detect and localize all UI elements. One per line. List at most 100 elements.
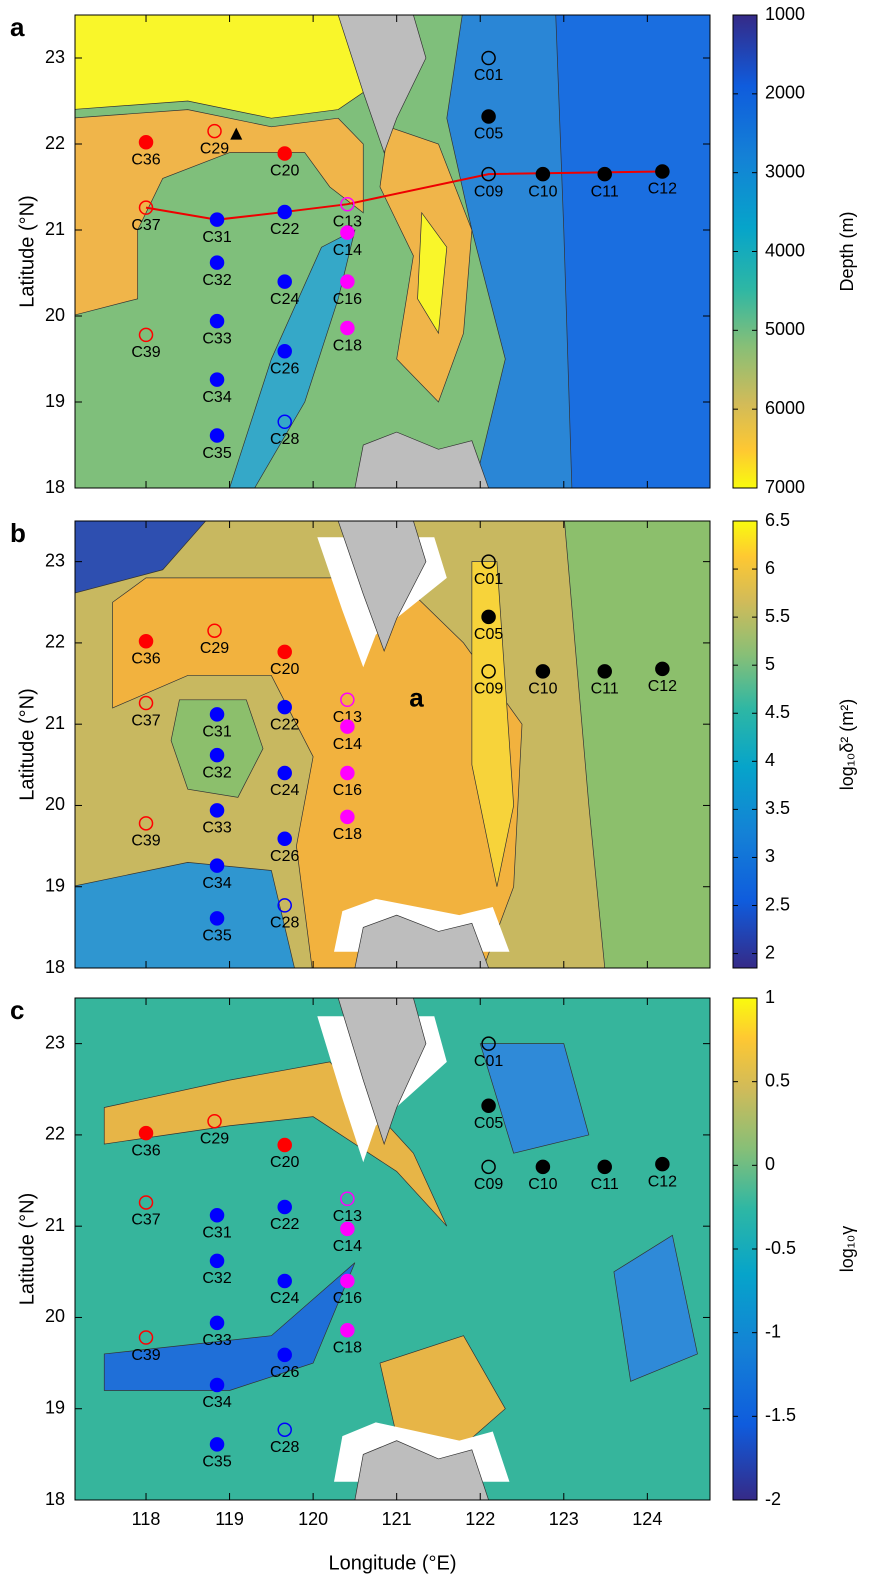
station-marker — [138, 634, 154, 649]
colorbar-tick-label: 1000 — [765, 4, 805, 24]
station-label: C18 — [333, 337, 362, 354]
station-label: C37 — [131, 1212, 160, 1229]
contour-region — [75, 861, 295, 968]
station-marker — [277, 204, 292, 220]
colorbar-tick-label: 4000 — [765, 240, 805, 260]
station-label: C11 — [591, 1176, 619, 1193]
station-label: C14 — [333, 1238, 362, 1255]
station-label: C01 — [474, 67, 503, 84]
x-axis-label: Longitude (°E) — [328, 1552, 456, 1574]
station-label: C26 — [270, 1364, 299, 1381]
station-label: C37 — [131, 712, 160, 729]
panel-label: c — [10, 995, 24, 1025]
station-label: C11 — [591, 681, 619, 698]
contour-region — [75, 521, 207, 594]
colorbar-tick-label: 2.5 — [765, 894, 790, 914]
station-marker — [209, 707, 225, 722]
colorbar-tick-label: -1.5 — [765, 1405, 796, 1425]
station-marker — [209, 1315, 225, 1331]
axes-frame — [74, 520, 711, 969]
contour-region — [337, 521, 427, 653]
contour-region — [75, 15, 364, 119]
y-tick-label: 20 — [45, 794, 65, 814]
colorbar-tick-label: 6000 — [765, 398, 805, 418]
station-marker — [277, 274, 292, 289]
station-marker — [138, 1125, 154, 1141]
contour-region — [613, 1234, 698, 1382]
contour-region — [337, 15, 427, 154]
station-marker — [481, 1159, 496, 1175]
station-label: C14 — [333, 736, 362, 753]
colorbar-tick-label: -0.5 — [765, 1238, 796, 1258]
station-marker — [138, 200, 154, 215]
station-label: C18 — [333, 1339, 362, 1356]
station-label: C31 — [202, 1224, 231, 1241]
station-marker — [138, 1330, 154, 1345]
station-label: C01 — [474, 1053, 503, 1070]
station-label: C09 — [474, 681, 503, 698]
station-marker — [277, 644, 292, 660]
station-label: C36 — [131, 651, 160, 668]
colorbar-tick-label: 7000 — [765, 477, 805, 497]
colorbar-tick-label: 3 — [765, 846, 775, 866]
contour-region — [471, 561, 515, 887]
station-label: C13 — [333, 1208, 362, 1225]
station-label: C20 — [270, 163, 299, 180]
station-marker — [340, 1221, 355, 1237]
station-marker — [655, 164, 670, 179]
station-label: C39 — [131, 344, 160, 361]
station-label: C24 — [270, 291, 299, 308]
station-label: C11 — [591, 183, 619, 200]
station-label: C10 — [528, 183, 557, 200]
x-tick-label: 123 — [549, 1509, 579, 1529]
colorbar-tick-label: -2 — [765, 1489, 781, 1509]
station-marker — [209, 1377, 225, 1393]
station-marker — [138, 816, 154, 831]
station-marker — [340, 1191, 355, 1207]
map-area — [75, 998, 710, 1500]
station-marker — [277, 1422, 292, 1437]
y-tick-label: 21 — [45, 713, 65, 733]
station-label: C37 — [131, 217, 160, 234]
y-tick-label: 19 — [45, 391, 65, 411]
station-marker — [340, 225, 355, 240]
station-marker — [340, 196, 355, 212]
station-marker — [340, 765, 355, 781]
station-marker — [481, 554, 496, 569]
station-label: C16 — [333, 1290, 362, 1307]
station-label: C35 — [202, 928, 231, 945]
station-label: C36 — [131, 151, 160, 168]
station-marker — [340, 274, 355, 289]
colorbar-label: log₁₀δ² (m²) — [837, 699, 857, 791]
y-axis-label: Latitude (°N) — [16, 1193, 38, 1306]
y-tick-label: 18 — [45, 477, 65, 497]
contour-region — [564, 521, 710, 968]
station-label: C32 — [202, 272, 231, 289]
station-marker — [481, 50, 496, 66]
x-tick-label: 118 — [132, 1509, 161, 1529]
station-marker — [209, 803, 225, 818]
station-label: C22 — [270, 716, 299, 733]
colorbar-tick-label: 1 — [765, 987, 775, 1007]
station-label: C39 — [131, 1347, 160, 1364]
station-marker — [655, 661, 670, 677]
colorbar-tick-label: 0.5 — [765, 1070, 790, 1090]
colorbar-tick-label: 2000 — [765, 83, 805, 103]
station-marker — [207, 1113, 222, 1129]
colorbar-tick-label: 3.5 — [765, 798, 790, 818]
station-marker — [340, 1322, 355, 1338]
station-label: C31 — [202, 229, 231, 246]
contour-region — [337, 998, 427, 1146]
station-label: C39 — [131, 833, 160, 850]
colorbar-tick-label: 5 — [765, 654, 775, 674]
y-tick-label: 23 — [45, 47, 65, 67]
station-label: C28 — [270, 915, 299, 932]
contour-region — [417, 211, 448, 335]
y-tick-label: 23 — [45, 1032, 65, 1052]
colorbar-tick-label: 0 — [765, 1154, 775, 1174]
station-label: C01 — [474, 571, 503, 588]
station-marker — [209, 858, 225, 873]
station-marker — [481, 166, 496, 182]
axes-frame — [74, 997, 711, 1501]
station-marker — [207, 123, 222, 139]
